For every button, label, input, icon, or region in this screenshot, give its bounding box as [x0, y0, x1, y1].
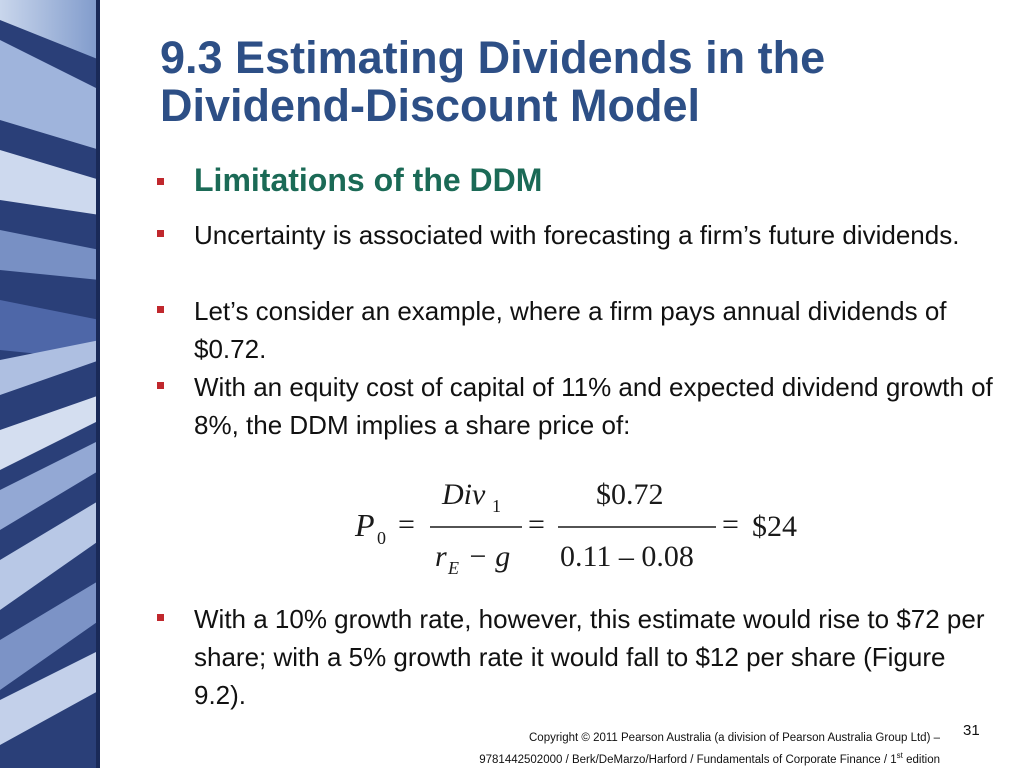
formula-num2: $0.72	[596, 478, 664, 511]
formula-equals-2: =	[528, 508, 545, 541]
ddm-formula: P 0 = Div 1 r E − g = $0.72 0.11 – 0.08 …	[350, 472, 820, 582]
bullet-marker	[157, 306, 164, 313]
formula-den1-rest: − g	[460, 540, 510, 573]
formula-equals-1: =	[398, 508, 415, 541]
bullet-text: With a 10% growth rate, however, this es…	[194, 604, 985, 710]
slide-title: 9.3 Estimating Dividends in the Dividend…	[160, 34, 1000, 130]
bullet-marker	[157, 382, 164, 389]
footer-superscript: st	[896, 751, 903, 760]
decorative-side-panel	[0, 0, 100, 768]
bullet-text: With an equity cost of capital of 11% an…	[194, 372, 993, 440]
formula-den2: 0.11 – 0.08	[560, 540, 694, 573]
copyright-footer: Copyright © 2011 Pearson Australia (a di…	[320, 730, 940, 769]
footer-line-2-main: 9781442502000 / Berk/DeMarzo/Harford / F…	[479, 753, 897, 766]
heading-text: Limitations of the DDM	[194, 162, 543, 198]
bullet-marker	[157, 230, 164, 237]
footer-line-1: Copyright © 2011 Pearson Australia (a di…	[529, 732, 940, 744]
footer-line-2: 9781442502000 / Berk/DeMarzo/Harford / F…	[320, 747, 940, 769]
page-number: 31	[963, 722, 980, 739]
bullet-text: Let’s consider an example, where a firm …	[194, 296, 947, 364]
bullet-marker	[157, 178, 164, 185]
formula-result: $24	[752, 510, 797, 543]
formula-lhs: P	[354, 507, 375, 543]
formula-den1-r: r	[435, 540, 447, 573]
bullet-text: Uncertainty is associated with forecasti…	[194, 220, 960, 250]
slide-title-line-1: 9.3 Estimating Dividends in the	[160, 32, 826, 83]
formula-lhs-sub: 0	[377, 528, 386, 548]
slide-title-line-2: Dividend-Discount Model	[160, 80, 700, 131]
bullet-marker	[157, 614, 164, 621]
footer-line-2-end: edition	[902, 753, 940, 766]
formula-den1-r-sub: E	[447, 558, 459, 578]
formula-num1: Div	[441, 478, 486, 511]
formula-num1-sub: 1	[492, 496, 501, 516]
formula-equals-3: =	[722, 508, 739, 541]
